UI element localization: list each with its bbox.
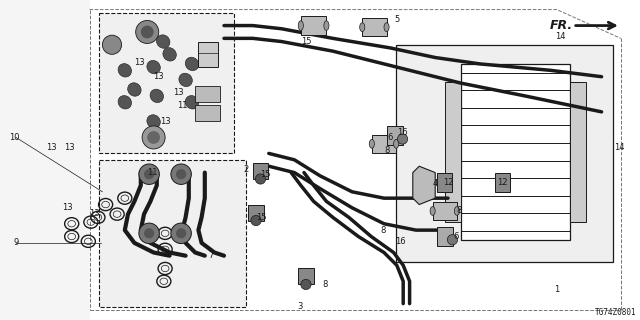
Ellipse shape (118, 64, 132, 77)
Text: 10: 10 (9, 133, 19, 142)
Text: 12: 12 (443, 178, 453, 187)
Circle shape (147, 131, 160, 144)
Ellipse shape (179, 73, 193, 87)
Text: 5: 5 (394, 15, 399, 24)
Text: 13: 13 (46, 142, 56, 152)
Bar (298, 268, 314, 284)
Text: 11: 11 (177, 101, 188, 110)
Ellipse shape (324, 21, 329, 30)
Text: 4: 4 (433, 179, 438, 188)
Bar (198, 42, 218, 67)
Circle shape (144, 228, 154, 238)
Text: 7: 7 (209, 251, 214, 260)
Text: 13: 13 (90, 209, 100, 218)
Text: 15: 15 (260, 170, 271, 179)
Ellipse shape (298, 21, 303, 30)
Text: 14: 14 (614, 142, 625, 152)
Text: 15: 15 (301, 37, 311, 46)
Circle shape (176, 169, 186, 179)
Text: 13: 13 (64, 142, 74, 152)
Text: 11: 11 (147, 168, 157, 177)
Bar (372, 135, 396, 153)
Text: 13: 13 (160, 117, 170, 126)
Circle shape (142, 126, 165, 149)
Text: 6: 6 (388, 133, 393, 142)
Bar (99, 160, 246, 307)
Ellipse shape (369, 140, 374, 148)
Ellipse shape (150, 89, 164, 103)
Ellipse shape (430, 206, 435, 215)
Ellipse shape (163, 48, 177, 61)
Bar (99, 13, 234, 153)
Text: 8: 8 (385, 146, 390, 155)
Bar (437, 227, 453, 246)
Text: 15: 15 (256, 213, 266, 222)
Ellipse shape (384, 23, 389, 32)
Text: 1: 1 (554, 285, 559, 294)
Text: 3: 3 (297, 302, 302, 311)
Ellipse shape (454, 206, 460, 215)
Circle shape (447, 235, 458, 245)
Text: 13: 13 (173, 88, 183, 97)
Text: 16: 16 (397, 128, 407, 137)
Polygon shape (413, 166, 435, 204)
Text: 16: 16 (395, 237, 405, 246)
Circle shape (139, 223, 159, 244)
Bar (461, 64, 570, 240)
Text: 2: 2 (244, 165, 249, 174)
Text: 9: 9 (13, 238, 19, 247)
Bar (396, 45, 613, 262)
Ellipse shape (185, 57, 199, 71)
Text: FR.: FR. (550, 19, 573, 32)
Ellipse shape (394, 140, 399, 148)
Bar (90, 0, 640, 320)
Circle shape (136, 20, 159, 44)
Bar (253, 163, 268, 179)
Text: 13: 13 (154, 72, 164, 81)
Text: 8: 8 (323, 280, 328, 289)
Ellipse shape (127, 83, 141, 96)
Ellipse shape (147, 115, 161, 128)
Bar (495, 172, 510, 192)
Text: 13: 13 (62, 203, 72, 212)
Text: 8: 8 (380, 226, 385, 235)
Text: 12: 12 (497, 178, 508, 187)
Circle shape (176, 228, 186, 238)
Bar (387, 126, 403, 145)
Bar (437, 172, 452, 192)
Bar (195, 86, 220, 102)
Circle shape (301, 279, 311, 290)
Text: 13: 13 (134, 58, 145, 67)
Bar (433, 202, 457, 220)
Text: 14: 14 (555, 32, 565, 41)
Bar (195, 106, 220, 122)
Circle shape (251, 215, 261, 226)
Text: 8: 8 (457, 206, 462, 215)
Ellipse shape (185, 96, 199, 109)
Bar (445, 82, 461, 222)
Ellipse shape (156, 35, 170, 48)
Circle shape (255, 174, 266, 184)
Bar (362, 18, 387, 36)
Circle shape (141, 26, 154, 38)
Ellipse shape (147, 60, 161, 74)
Circle shape (397, 134, 408, 144)
Bar (248, 204, 264, 220)
Text: TG74Z0801: TG74Z0801 (595, 308, 637, 317)
Bar (570, 82, 586, 222)
Ellipse shape (360, 23, 365, 32)
Circle shape (171, 223, 191, 244)
Circle shape (139, 164, 159, 184)
Circle shape (144, 169, 154, 179)
Circle shape (171, 164, 191, 184)
Ellipse shape (118, 96, 132, 109)
Bar (301, 16, 326, 35)
Text: 6: 6 (453, 232, 458, 241)
Circle shape (102, 35, 122, 54)
